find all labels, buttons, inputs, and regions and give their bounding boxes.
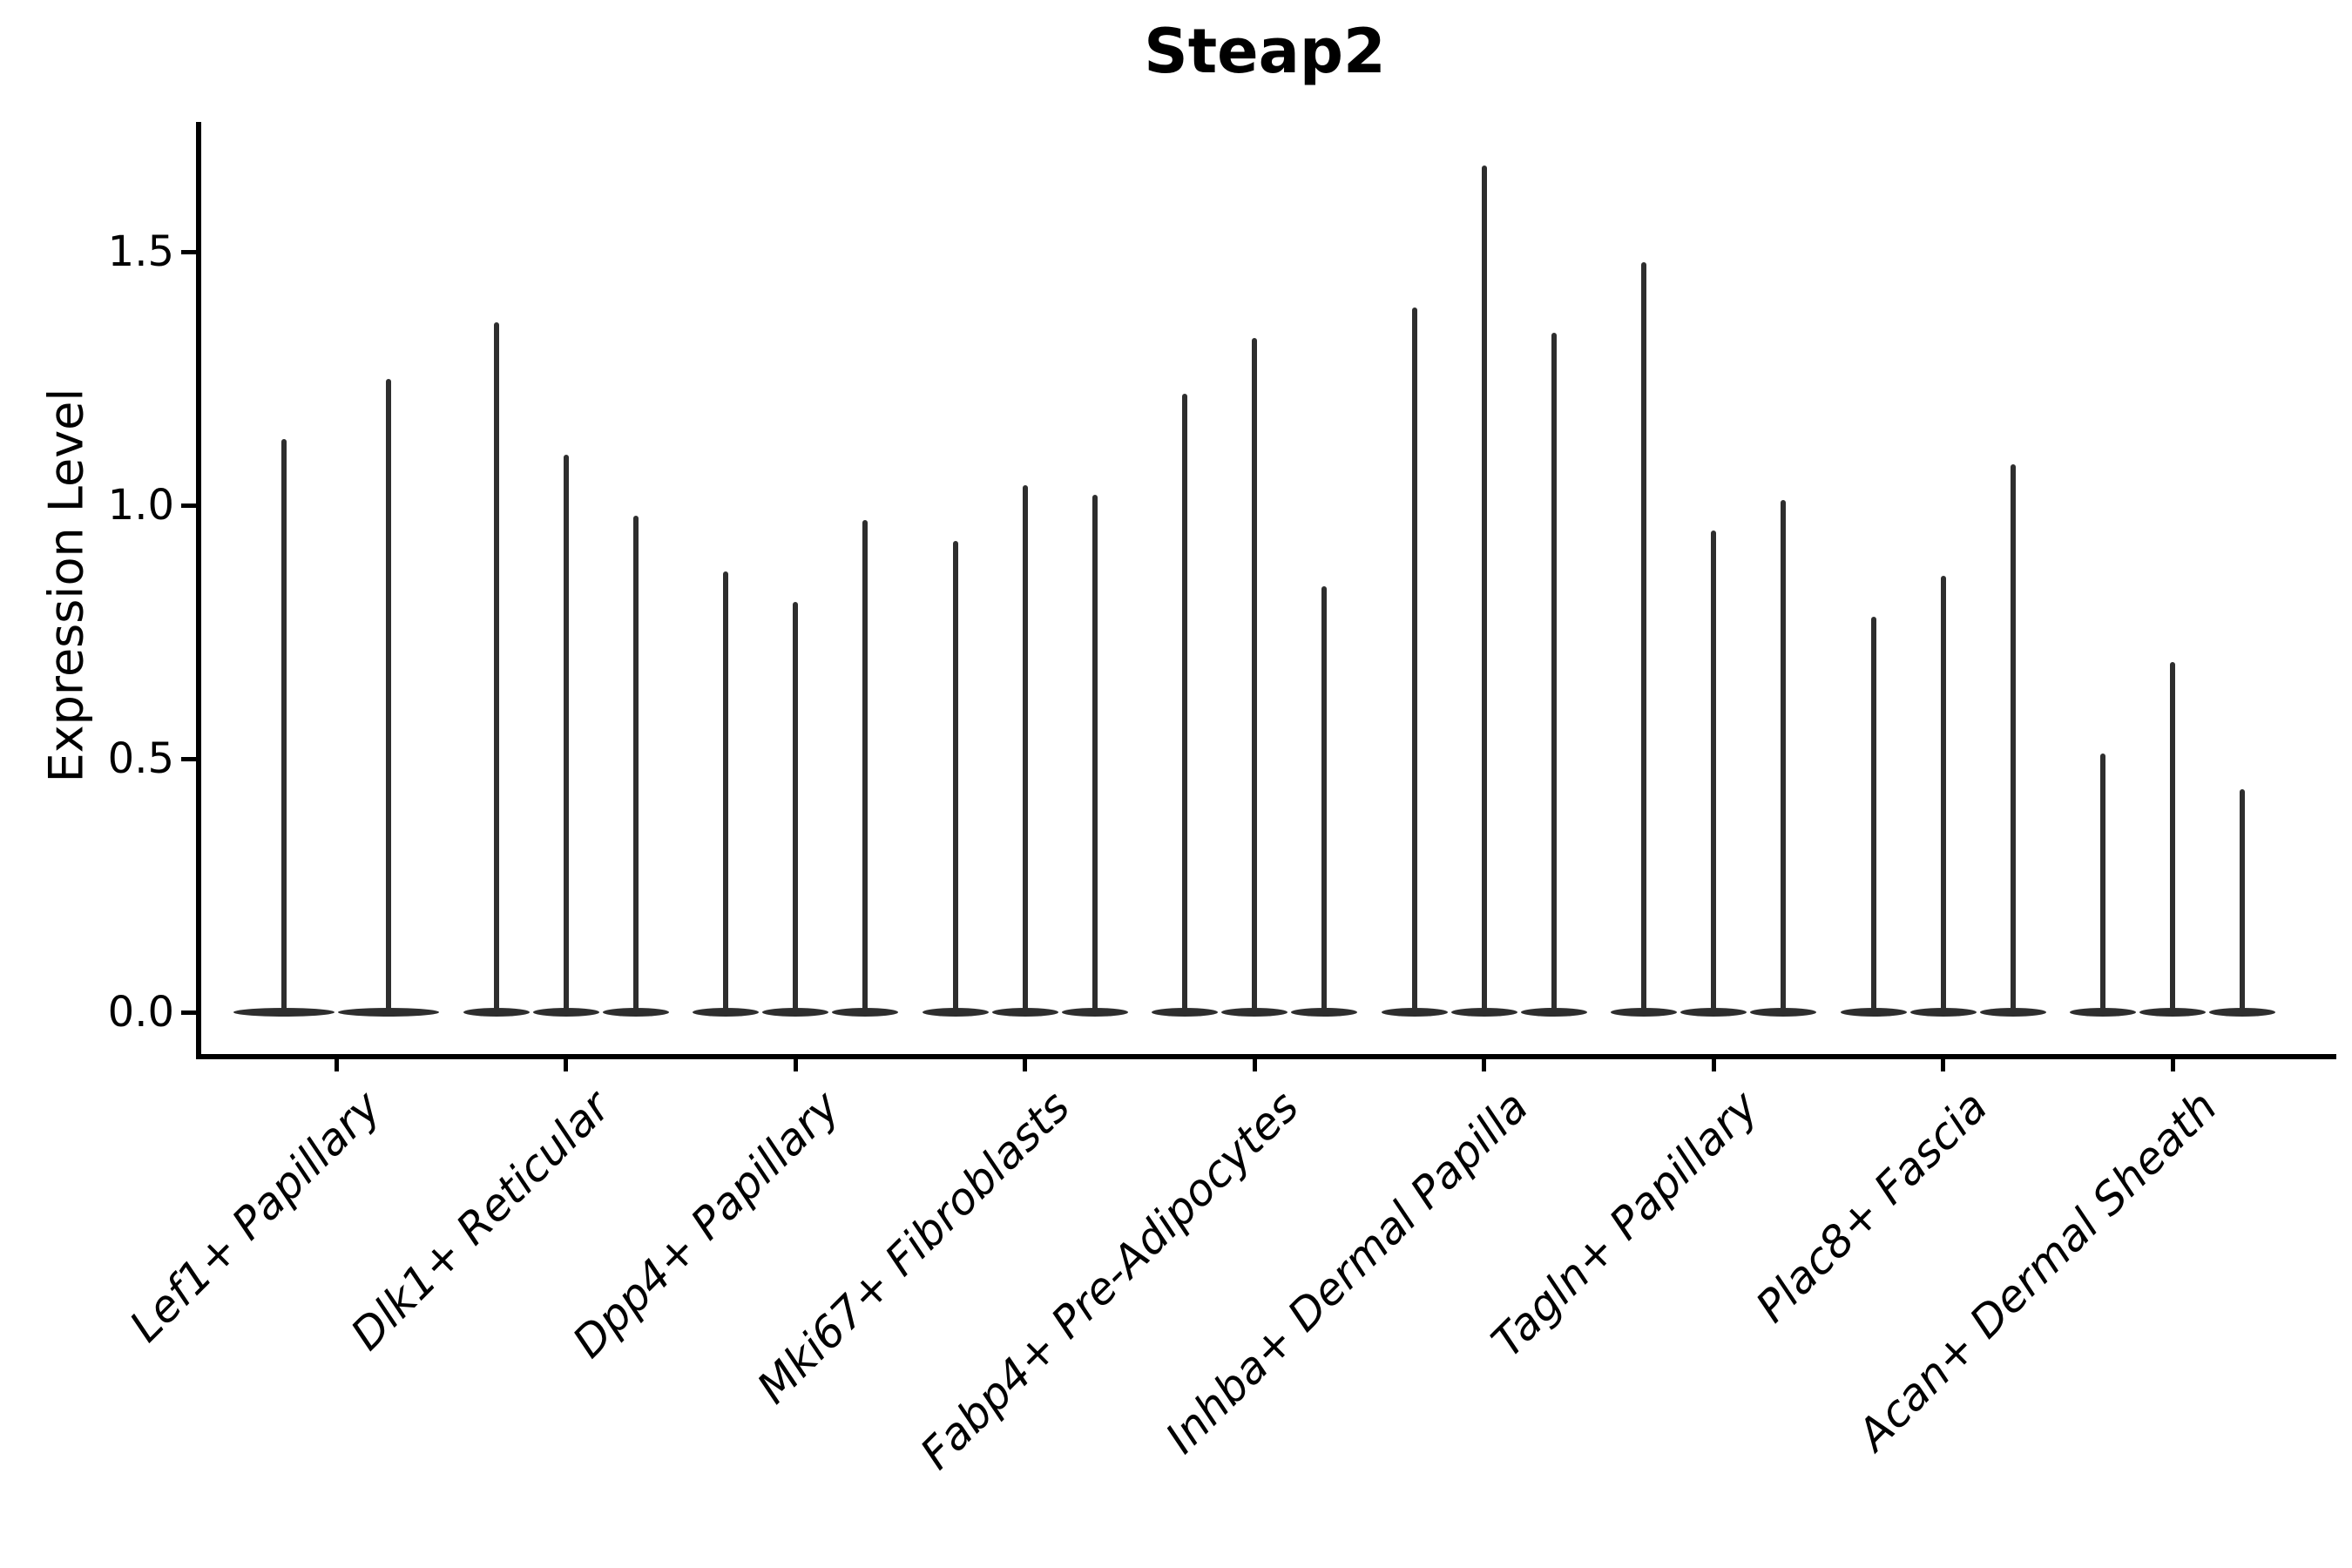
violin-spike (862, 520, 868, 1015)
y-tick-label: 0.5 (107, 734, 174, 783)
y-tick (181, 1010, 197, 1015)
violin-spike (2010, 464, 2016, 1015)
violin-spike (1641, 261, 1646, 1015)
violin-spike (1321, 586, 1327, 1015)
x-tick-label: Lef1+ Papillary (120, 1081, 391, 1352)
violin-spike (386, 378, 391, 1015)
violin-spike (1252, 337, 1257, 1015)
x-tick (1941, 1059, 1945, 1071)
violin-spike (952, 540, 958, 1015)
x-tick (564, 1059, 568, 1071)
x-tick (2170, 1059, 2175, 1071)
violin-spike (281, 439, 287, 1015)
violin-spike (493, 322, 499, 1015)
y-tick-label: 1.5 (107, 227, 174, 276)
y-tick-label: 0.0 (107, 988, 174, 1037)
violin-spike (1711, 531, 1716, 1015)
x-axis-spine (196, 1054, 2336, 1059)
violin-spike (1182, 393, 1187, 1015)
violin-spike (2240, 788, 2245, 1015)
y-axis-spine (196, 122, 201, 1059)
violin-spike (1940, 576, 1946, 1015)
violin-spike (2170, 662, 2175, 1015)
x-tick (793, 1059, 798, 1071)
violin-spike (1481, 166, 1487, 1015)
violin-spike (1092, 495, 1098, 1015)
y-tick-label: 1.0 (107, 481, 174, 530)
violin-spike (793, 601, 798, 1015)
violin-spike (1781, 500, 1786, 1015)
y-tick (181, 503, 197, 508)
violin-spike (1870, 617, 1876, 1015)
y-tick (181, 756, 197, 761)
violin-spike (563, 454, 569, 1015)
x-tick (1023, 1059, 1027, 1071)
x-tick (334, 1059, 339, 1071)
x-tick (1711, 1059, 1716, 1071)
violin-spike (1022, 484, 1028, 1015)
x-tick (1482, 1059, 1486, 1071)
y-tick (181, 249, 197, 254)
x-tick-label: Plac8+ Fascia (1746, 1081, 1997, 1333)
violin-spike (1411, 308, 1417, 1015)
x-tick (1252, 1059, 1257, 1071)
violin-spike (1551, 333, 1557, 1015)
violin-spike (2100, 754, 2105, 1015)
chart-title: Steap2 (1144, 16, 1386, 87)
violin-spike (723, 571, 728, 1015)
x-tick-label: Fabp4+ Pre-Adipocytes (910, 1081, 1309, 1479)
violin-spike (632, 515, 639, 1015)
